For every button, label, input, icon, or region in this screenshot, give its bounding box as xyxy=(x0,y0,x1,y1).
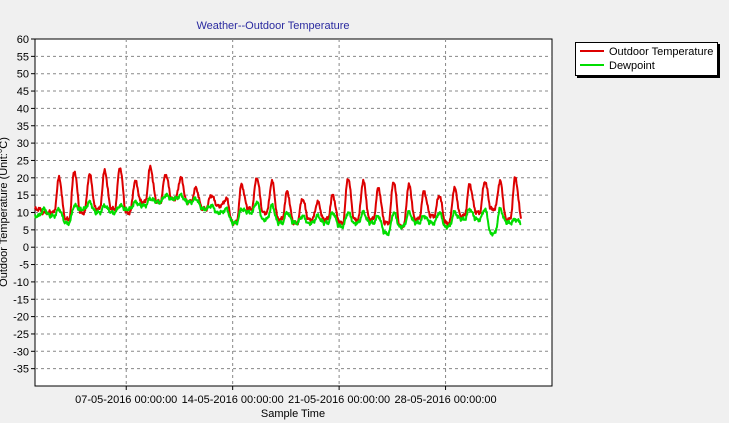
y-tick-label: 55 xyxy=(17,51,29,63)
y-tick-label: 30 xyxy=(17,138,29,150)
y-tick-label: 15 xyxy=(17,190,29,202)
y-tick-label: -20 xyxy=(13,312,29,324)
y-tick-label: -25 xyxy=(13,329,29,341)
legend: Outdoor Temperature Dewpoint xyxy=(575,42,718,76)
legend-item-dewpoint: Dewpoint xyxy=(580,59,655,73)
x-tick-label: 21-05-2016 00:00:00 xyxy=(288,394,390,406)
y-tick-label: 40 xyxy=(17,103,29,115)
y-tick-label: -5 xyxy=(19,260,29,272)
series-layer xyxy=(34,164,522,237)
y-tick-label: 60 xyxy=(17,34,29,46)
series-line-outdoor-temperature xyxy=(34,164,522,230)
x-axis-label: Sample Time xyxy=(261,408,325,420)
legend-swatch xyxy=(580,64,604,67)
chart-title: Weather--Outdoor Temperature xyxy=(196,20,349,32)
legend-label: Dewpoint xyxy=(609,60,655,72)
y-tick-label: 45 xyxy=(17,86,29,98)
y-tick-label: 10 xyxy=(17,208,29,220)
legend-swatch xyxy=(580,50,604,53)
x-tick-label: 07-05-2016 00:00:00 xyxy=(75,394,177,406)
y-tick-label: 50 xyxy=(17,69,29,81)
legend-item-outdoor-temperature: Outdoor Temperature xyxy=(580,45,713,59)
y-tick-label: 35 xyxy=(17,121,29,133)
legend-label: Outdoor Temperature xyxy=(609,46,714,58)
y-tick-label: 25 xyxy=(17,155,29,167)
y-axis: 605550454035302520151050-5-10-15-20-25-3… xyxy=(13,34,35,376)
x-axis: 07-05-2016 00:00:00 14-05-2016 00:00:00 21… xyxy=(75,386,497,406)
y-tick-label: -10 xyxy=(13,277,29,289)
y-tick-label: 20 xyxy=(17,173,29,185)
y-tick-label: -15 xyxy=(13,294,29,306)
x-tick-label: 14-05-2016 00:00:00 xyxy=(182,394,284,406)
series-line-dewpoint xyxy=(34,192,522,237)
y-tick-label: -35 xyxy=(13,364,29,376)
y-tick-label: -30 xyxy=(13,346,29,358)
y-tick-label: 0 xyxy=(23,242,29,254)
x-tick-label: 28-05-2016 00:00:00 xyxy=(394,394,496,406)
y-tick-label: 5 xyxy=(23,225,29,237)
grid-lines xyxy=(35,39,552,386)
y-axis-label: Outdoor Temperature (Unit:°C) xyxy=(0,137,10,287)
